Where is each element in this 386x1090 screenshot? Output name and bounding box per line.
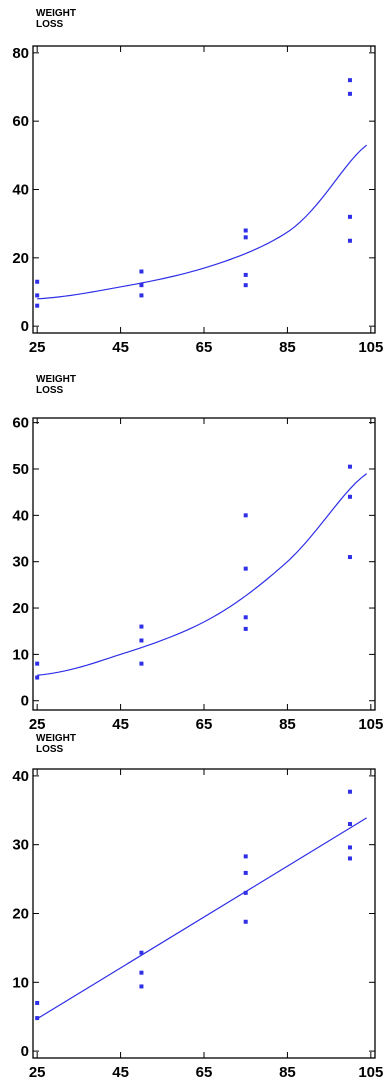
data-point: [35, 303, 40, 308]
y-tick-label: 0: [21, 693, 29, 710]
chart-panel-2: WEIGHT LOSS 0 10 20 30 40 50 60 25 45 65 85 105: [0, 365, 386, 733]
y-tick-label: 20: [12, 906, 29, 923]
y-tick-label: 20: [12, 600, 29, 617]
data-point: [347, 845, 352, 850]
x-tick-label: 45: [112, 339, 129, 356]
data-point: [243, 272, 248, 277]
data-point: [243, 870, 248, 875]
x-tick-label: 65: [196, 716, 213, 733]
y-tick-label: 10: [12, 646, 29, 663]
x-tick-label: 25: [29, 339, 46, 356]
x-tick-label: 85: [279, 339, 296, 356]
y-axis-label: WEIGHT LOSS: [36, 374, 76, 396]
data-point: [243, 566, 248, 571]
data-point: [139, 638, 144, 643]
data-point: [35, 293, 40, 298]
data-point: [347, 789, 352, 794]
x-tick-label: 65: [196, 1064, 213, 1081]
x-tick-label: 105: [358, 1064, 383, 1081]
data-point: [139, 970, 144, 975]
data-point: [139, 950, 144, 955]
data-point: [347, 464, 352, 469]
x-tick-label: 65: [196, 339, 213, 356]
fit-line: [37, 144, 368, 300]
data-point: [243, 854, 248, 859]
plot-frame: [32, 768, 376, 1059]
data-point: [243, 235, 248, 240]
y-tick-label: 80: [12, 45, 29, 62]
x-tick-label: 25: [29, 716, 46, 733]
data-point: [139, 269, 144, 274]
y-tick-label: 10: [12, 974, 29, 991]
data-point: [347, 78, 352, 83]
y-tick-label: 40: [12, 768, 29, 785]
y-tick-label: 60: [12, 415, 29, 432]
fit-line: [36, 817, 367, 1020]
data-point: [139, 661, 144, 666]
data-point: [243, 919, 248, 924]
y-tick-label: 40: [12, 507, 29, 524]
data-point: [139, 984, 144, 989]
y-axis-label: WEIGHT LOSS: [36, 8, 76, 30]
data-point: [139, 293, 144, 298]
fit-line: [37, 473, 368, 676]
chart-panel-1: WEIGHT LOSS 0 20 40 60 80 25 45 65 85 105: [0, 0, 386, 365]
data-point: [35, 675, 40, 680]
data-point: [243, 615, 248, 620]
x-tick-label: 85: [279, 716, 296, 733]
data-point: [347, 214, 352, 219]
x-tick-label: 105: [358, 716, 383, 733]
y-tick-label: 30: [12, 837, 29, 854]
data-point: [243, 626, 248, 631]
y-tick-label: 0: [21, 1043, 29, 1060]
x-tick-label: 85: [279, 1064, 296, 1081]
data-point: [347, 555, 352, 560]
chart-panel-3: WEIGHT LOSS 0 10 20 30 40 25 45 65 85 105: [0, 725, 386, 1090]
data-point: [243, 513, 248, 518]
data-point: [347, 856, 352, 861]
chart-svg: 0 10 20 30 40 50 60 25 45 65 85 105: [12, 415, 383, 733]
data-point: [347, 494, 352, 499]
y-tick-label: 30: [12, 554, 29, 571]
y-axis-label: WEIGHT LOSS: [36, 733, 76, 755]
data-point: [347, 822, 352, 827]
chart-svg: 0 20 40 60 80 25 45 65 85 105: [12, 45, 383, 356]
data-point: [347, 91, 352, 96]
y-tick-label: 50: [12, 461, 29, 478]
y-tick-label: 40: [12, 182, 29, 199]
x-tick-label: 45: [112, 1064, 129, 1081]
y-tick-label: 0: [21, 318, 29, 335]
x-tick-label: 105: [358, 339, 383, 356]
y-tick-label: 20: [12, 250, 29, 267]
x-tick-label: 25: [29, 1064, 46, 1081]
y-tick-label: 60: [12, 113, 29, 130]
data-point: [243, 283, 248, 288]
chart-svg: 0 10 20 30 40 25 45 65 85 105: [12, 768, 383, 1081]
data-point: [35, 661, 40, 666]
data-point: [35, 1016, 40, 1021]
data-point: [243, 890, 248, 895]
data-point: [35, 1000, 40, 1005]
data-point: [139, 283, 144, 288]
x-tick-label: 45: [112, 716, 129, 733]
plot-frame: [32, 45, 376, 334]
data-point: [139, 624, 144, 629]
data-point: [35, 279, 40, 284]
data-point: [347, 238, 352, 243]
data-point: [243, 228, 248, 233]
